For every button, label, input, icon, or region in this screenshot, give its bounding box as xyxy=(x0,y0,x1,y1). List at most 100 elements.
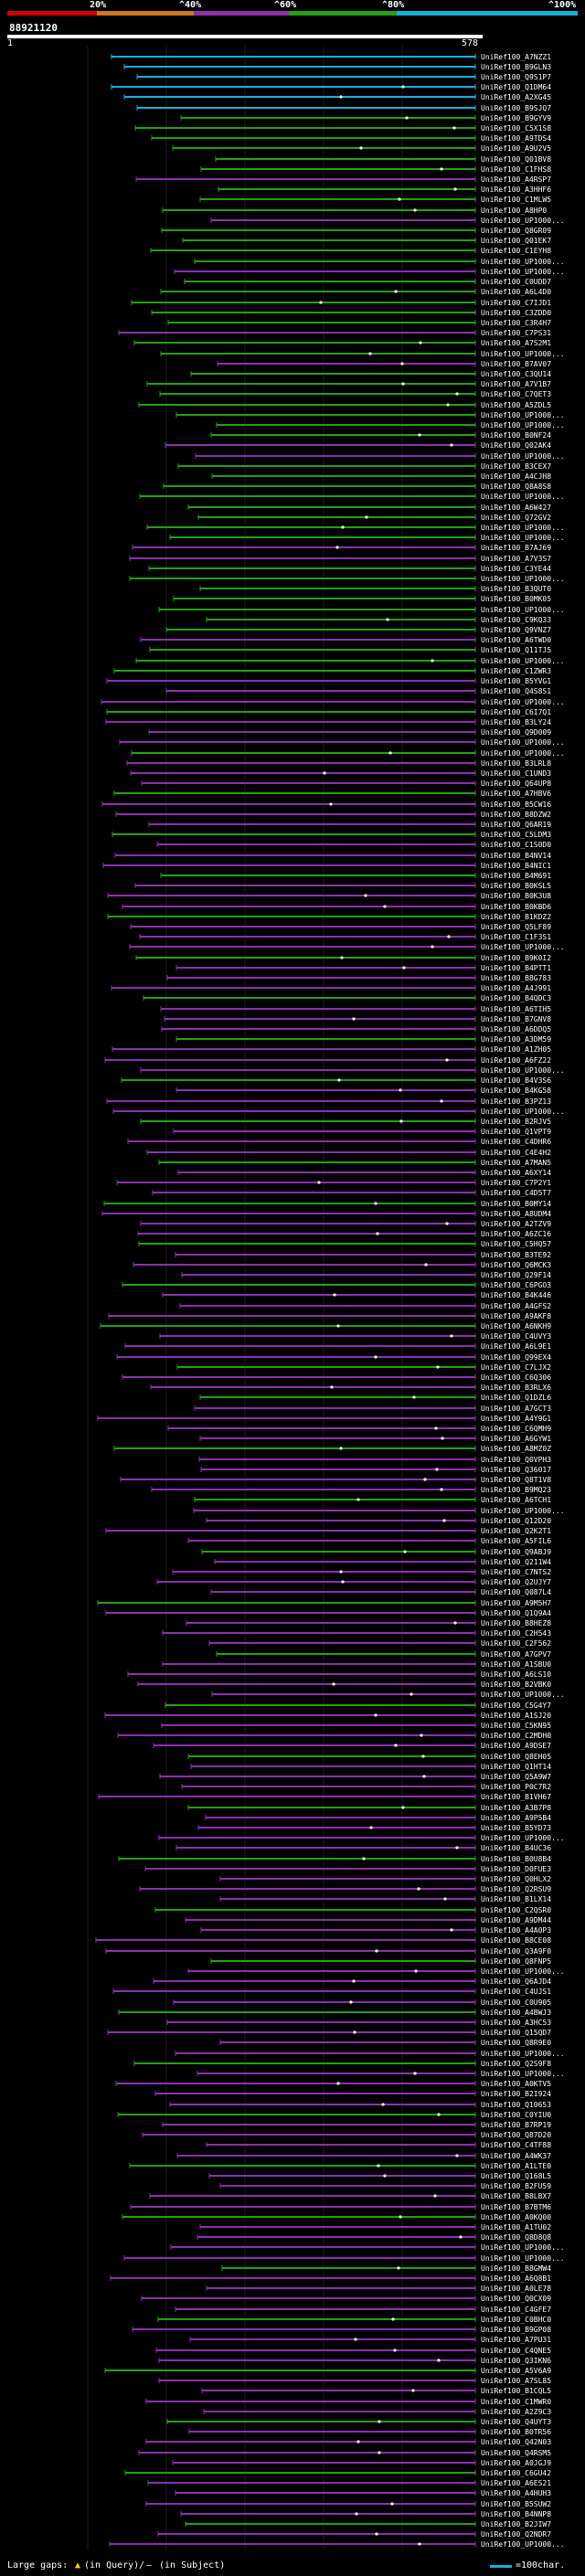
hit-label[interactable]: UniRef100_C7NTS2 xyxy=(481,1568,551,1576)
hit-label[interactable]: UniRef100_Q8A8S8 xyxy=(481,482,551,491)
hit-label[interactable]: UniRef100_A7HBV6 xyxy=(481,790,551,798)
hit-label[interactable]: UniRef100_B9SJQ7 xyxy=(481,104,551,112)
hit-label[interactable]: UniRef100_UP1000... xyxy=(481,534,565,542)
hit-label[interactable]: UniRef100_A5ZDL5 xyxy=(481,401,551,409)
hit-label[interactable]: UniRef100_Q9S1P7 xyxy=(481,73,551,81)
hit-label[interactable]: UniRef100_B4K446 xyxy=(481,1291,551,1299)
hit-label[interactable]: UniRef100_A6TIH5 xyxy=(481,1005,551,1013)
hit-label[interactable]: UniRef100_Q10653 xyxy=(481,2101,551,2109)
hit-label[interactable]: UniRef100_B9K0I2 xyxy=(481,954,551,962)
hit-label[interactable]: UniRef100_C7P2Y1 xyxy=(481,1179,551,1187)
hit-label[interactable]: UniRef100_Q02AK4 xyxy=(481,441,551,450)
hit-label[interactable]: UniRef100_A9DSE7 xyxy=(481,1742,551,1750)
hit-label[interactable]: UniRef100_A4WK37 xyxy=(481,2152,551,2160)
hit-label[interactable]: UniRef100_UP1000... xyxy=(481,1967,565,1976)
hit-label[interactable]: UniRef100_B5SUW2 xyxy=(481,2500,551,2508)
hit-label[interactable]: UniRef100_B2VBK0 xyxy=(481,1680,551,1689)
hit-label[interactable]: UniRef100_A1SBU0 xyxy=(481,1660,551,1669)
hit-label[interactable]: UniRef100_A1ZH05 xyxy=(481,1045,551,1054)
hit-label[interactable]: UniRef100_B5YVG1 xyxy=(481,677,551,685)
hit-label[interactable]: UniRef100_B8CE08 xyxy=(481,1936,551,1945)
hit-label[interactable]: UniRef100_Q087L4 xyxy=(481,1588,551,1596)
hit-label[interactable]: UniRef100_A4A0P3 xyxy=(481,1926,551,1935)
hit-label[interactable]: UniRef100_A0LE78 xyxy=(481,2284,551,2293)
hit-label[interactable]: UniRef100_Q9ABJ9 xyxy=(481,1548,551,1556)
hit-label[interactable]: UniRef100_UP1000... xyxy=(481,749,565,758)
hit-label[interactable]: UniRef100_C1EYH8 xyxy=(481,247,551,255)
hit-label[interactable]: UniRef100_Q3A9F0 xyxy=(481,1947,551,1956)
hit-label[interactable]: UniRef100_C3YE44 xyxy=(481,565,551,573)
hit-label[interactable]: UniRef100_A4GFS2 xyxy=(481,1302,551,1310)
hit-label[interactable]: UniRef100_B2I924 xyxy=(481,2090,551,2098)
hit-label[interactable]: UniRef100_A7S2M1 xyxy=(481,339,551,347)
hit-label[interactable]: UniRef100_B1CQL5 xyxy=(481,2387,551,2395)
hit-label[interactable]: UniRef100_B7AJ69 xyxy=(481,544,551,552)
hit-label[interactable]: UniRef100_A8HP0 xyxy=(481,207,547,215)
hit-label[interactable]: UniRef100_B7RP19 xyxy=(481,2121,551,2129)
hit-label[interactable]: UniRef100_Q2NDR7 xyxy=(481,2530,551,2539)
hit-label[interactable]: UniRef100_P0C7R2 xyxy=(481,1783,551,1791)
hit-label[interactable]: UniRef100_A3HC53 xyxy=(481,2019,551,2027)
hit-label[interactable]: UniRef100_C9KQ33 xyxy=(481,616,551,624)
hit-label[interactable]: UniRef100_B0MK05 xyxy=(481,595,551,603)
hit-label[interactable]: UniRef100_A3DM59 xyxy=(481,1035,551,1044)
hit-label[interactable]: UniRef100_C5HQ57 xyxy=(481,1240,551,1248)
hit-label[interactable]: UniRef100_B0KBD6 xyxy=(481,903,551,911)
hit-label[interactable]: UniRef100_UP1000... xyxy=(481,738,565,747)
hit-label[interactable]: UniRef100_B0K3U8 xyxy=(481,892,551,900)
hit-label[interactable]: UniRef100_Q1DM64 xyxy=(481,83,551,91)
hit-label[interactable]: UniRef100_UP1000... xyxy=(481,2254,565,2263)
hit-label[interactable]: UniRef100_Q4RSM5 xyxy=(481,2449,551,2457)
hit-label[interactable]: UniRef100_UP1000... xyxy=(481,943,565,951)
hit-label[interactable]: UniRef100_C4UVY3 xyxy=(481,1332,551,1341)
hit-label[interactable]: UniRef100_Q8GR09 xyxy=(481,227,551,235)
hit-label[interactable]: UniRef100_C0UDD7 xyxy=(481,278,551,286)
hit-label[interactable]: UniRef100_B1KDZ2 xyxy=(481,913,551,921)
hit-label[interactable]: UniRef100_C1F3S1 xyxy=(481,933,551,941)
hit-label[interactable]: UniRef100_A3HHF6 xyxy=(481,186,551,194)
hit-label[interactable]: UniRef100_A1TU02 xyxy=(481,2223,551,2231)
hit-label[interactable]: UniRef100_C7PS31 xyxy=(481,329,551,337)
hit-label[interactable]: UniRef100_Q2RSU9 xyxy=(481,1885,551,1893)
hit-label[interactable]: UniRef100_Q4S8S1 xyxy=(481,687,551,695)
hit-label[interactable]: UniRef100_B4UC36 xyxy=(481,1844,551,1852)
hit-label[interactable]: UniRef100_Q0CX09 xyxy=(481,2295,551,2303)
hit-label[interactable]: UniRef100_B3LRL8 xyxy=(481,759,551,768)
hit-label[interactable]: UniRef100_A9M5H7 xyxy=(481,1599,551,1607)
hit-label[interactable]: UniRef100_Q15QD7 xyxy=(481,2029,551,2037)
hit-label[interactable]: UniRef100_UP1000... xyxy=(481,524,565,532)
hit-label[interactable]: UniRef100_A9U2V5 xyxy=(481,144,551,153)
hit-label[interactable]: UniRef100_B8GMW4 xyxy=(481,2264,551,2273)
hit-label[interactable]: UniRef100_A4CJH8 xyxy=(481,472,551,481)
hit-label[interactable]: UniRef100_B4NIC1 xyxy=(481,862,551,870)
hit-label[interactable]: UniRef100_C4UJS1 xyxy=(481,1988,551,1996)
hit-label[interactable]: UniRef100_Q8R9E0 xyxy=(481,2039,551,2047)
hit-label[interactable]: UniRef100_C5LDM3 xyxy=(481,831,551,839)
hit-label[interactable]: UniRef100_Q01EK7 xyxy=(481,237,551,245)
hit-label[interactable]: UniRef100_A0JGJ9 xyxy=(481,2459,551,2467)
hit-label[interactable]: UniRef100_Q9VNZ7 xyxy=(481,626,551,634)
hit-label[interactable]: UniRef100_B2RJV5 xyxy=(481,1118,551,1126)
hit-label[interactable]: UniRef100_C6I7Q1 xyxy=(481,708,551,716)
hit-label[interactable]: UniRef100_A4BWJ3 xyxy=(481,2009,551,2017)
hit-label[interactable]: UniRef100_B8G783 xyxy=(481,974,551,982)
hit-label[interactable]: UniRef100_A7GPV7 xyxy=(481,1650,551,1659)
hit-label[interactable]: UniRef100_A7PU31 xyxy=(481,2336,551,2344)
hit-label[interactable]: UniRef100_A6FZ22 xyxy=(481,1056,551,1065)
hit-label[interactable]: UniRef100_B3RLX6 xyxy=(481,1383,551,1392)
hit-label[interactable]: UniRef100_A7SL85 xyxy=(481,2377,551,2385)
hit-label[interactable]: UniRef100_B0NF24 xyxy=(481,431,551,440)
hit-label[interactable]: UniRef100_B0KSL5 xyxy=(481,882,551,890)
hit-label[interactable]: UniRef100_Q42N03 xyxy=(481,2438,551,2446)
hit-label[interactable]: UniRef100_A2Z9C3 xyxy=(481,2408,551,2416)
hit-label[interactable]: UniRef100_B4M691 xyxy=(481,872,551,880)
hit-label[interactable]: UniRef100_Q11TJ5 xyxy=(481,646,551,654)
hit-label[interactable]: UniRef100_Q29F14 xyxy=(481,1271,551,1279)
hit-label[interactable]: UniRef100_Q4UYT3 xyxy=(481,2418,551,2426)
hit-label[interactable]: UniRef100_Q87D20 xyxy=(481,2131,551,2139)
hit-label[interactable]: UniRef100_B9GLN3 xyxy=(481,63,551,71)
hit-label[interactable]: UniRef100_B8DZW2 xyxy=(481,811,551,819)
hit-label[interactable]: UniRef100_B9GYV9 xyxy=(481,114,551,122)
hit-label[interactable]: UniRef100_A4RSP7 xyxy=(481,175,551,184)
hit-label[interactable]: UniRef100_A6DDQ5 xyxy=(481,1025,551,1034)
